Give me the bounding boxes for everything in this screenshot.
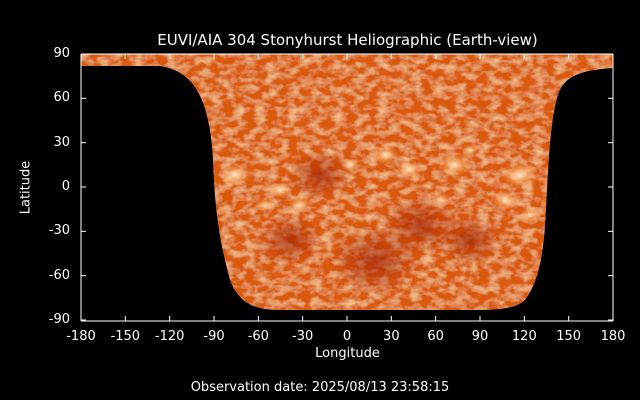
bright-region: [371, 145, 399, 165]
y-tick-label: 30: [53, 134, 70, 150]
x-tick-label: -180: [66, 329, 96, 344]
y-tick-label: -90: [48, 312, 70, 327]
x-tick-label: 30: [383, 329, 400, 344]
bright-region: [438, 153, 472, 177]
x-tick-label: -30: [292, 329, 314, 344]
bright-region: [255, 198, 275, 212]
dark-region: [437, 215, 503, 265]
x-tick-label: 60: [427, 329, 444, 344]
bright-region: [461, 144, 479, 156]
x-tick-label: 150: [556, 329, 582, 344]
dark-region: [257, 215, 323, 265]
axes: [80, 53, 614, 322]
y-tick-label: 0: [61, 179, 70, 194]
y-tick-label: 60: [53, 90, 70, 106]
observation-date: Observation date: 2025/08/13 23:58:15: [190, 380, 450, 395]
solar-surface: [81, 54, 613, 310]
bright-region: [500, 161, 540, 189]
x-tick-label: -60: [247, 329, 269, 344]
x-axis-label: Longitude: [315, 346, 380, 361]
x-tick-label: 0: [342, 329, 352, 344]
x-tick-label: -120: [154, 329, 185, 344]
plot-title: EUVI/AIA 304 Stonyhurst Heliographic (Ea…: [157, 31, 538, 49]
y-tick-label: -60: [48, 267, 70, 283]
x-tick-label: 180: [600, 329, 626, 344]
bright-region: [518, 207, 542, 223]
dark-region: [329, 225, 421, 295]
x-tick-label: -90: [203, 329, 225, 344]
y-tick-label: 90: [53, 46, 70, 61]
bright-region: [218, 163, 252, 187]
x-tick-label: 90: [471, 329, 489, 344]
y-tick-label: -30: [48, 223, 70, 239]
bright-region: [491, 190, 519, 210]
bright-region: [287, 196, 313, 214]
bright-region: [397, 161, 423, 179]
x-tick-label: -150: [110, 329, 141, 344]
x-tick-label: 120: [511, 329, 537, 344]
bright-region: [268, 182, 292, 198]
dark-region: [287, 150, 353, 200]
